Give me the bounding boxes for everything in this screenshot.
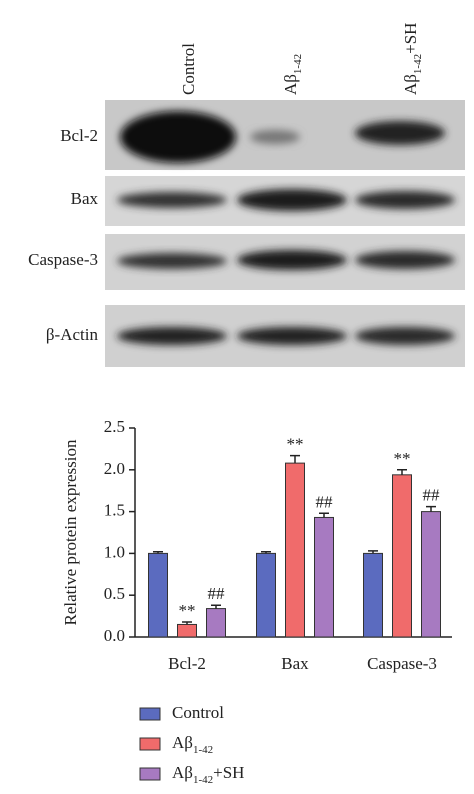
significance-label: ##	[316, 492, 334, 511]
error-bar	[211, 604, 221, 609]
x-tick-label: Caspase-3	[367, 654, 437, 673]
bar	[421, 511, 441, 638]
legend-label: Control	[172, 703, 224, 722]
lane-label: Aβ1-42+SH	[401, 23, 424, 95]
bar	[177, 623, 197, 638]
y-tick-label: 0.5	[104, 584, 125, 603]
bar	[206, 608, 226, 638]
legend-label: Aβ1-42	[172, 733, 213, 756]
legend-swatch	[139, 767, 161, 781]
error-bar	[153, 550, 163, 554]
bar	[392, 474, 412, 638]
row-label: Bcl-2	[60, 126, 98, 145]
error-bar	[426, 505, 436, 512]
y-tick-label: 2.5	[104, 417, 125, 436]
row-label: Caspase-3	[28, 250, 98, 269]
lane-label: Control	[179, 43, 198, 95]
y-tick-label: 0.0	[104, 626, 125, 645]
bar	[314, 516, 334, 638]
bar	[148, 552, 168, 638]
y-tick-label: 1.5	[104, 501, 125, 520]
error-bar	[397, 469, 407, 475]
error-bar	[290, 454, 300, 464]
significance-label: **	[287, 434, 304, 453]
significance-label: ##	[423, 485, 441, 504]
error-bar	[368, 550, 378, 554]
row-label: β-Actin	[46, 325, 99, 344]
lane-label: Aβ1-42	[281, 54, 304, 95]
legend-label: Aβ1-42+SH	[172, 763, 244, 786]
y-tick-label: 2.0	[104, 459, 125, 478]
significance-label: **	[394, 449, 411, 468]
bar	[256, 552, 276, 638]
bar	[285, 462, 305, 638]
error-bar	[261, 550, 271, 554]
legend-swatch	[139, 707, 161, 721]
significance-label: **	[179, 601, 196, 620]
blot-image	[105, 100, 465, 367]
y-tick-label: 1.0	[104, 542, 125, 561]
x-tick-label: Bax	[281, 654, 309, 673]
error-bar	[319, 512, 329, 518]
bar	[363, 552, 383, 638]
error-bar	[182, 621, 192, 625]
legend-swatch	[139, 737, 161, 751]
x-tick-label: Bcl-2	[168, 654, 206, 673]
y-axis-label: Relative protein expression	[61, 439, 80, 626]
significance-label: ##	[208, 584, 226, 603]
row-label: Bax	[71, 189, 99, 208]
